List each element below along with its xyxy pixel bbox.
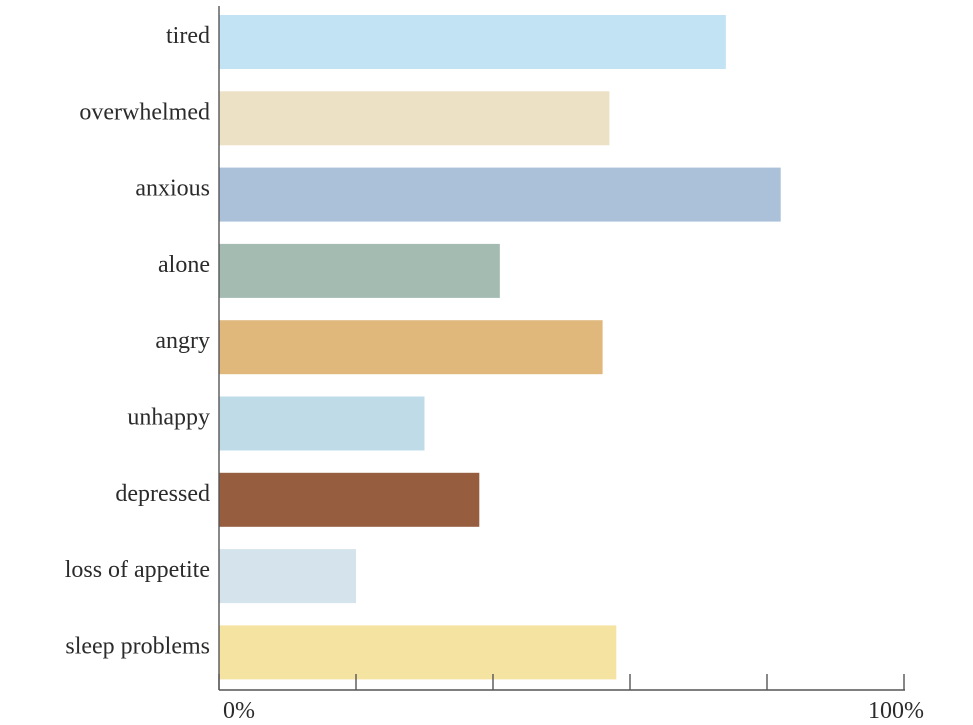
bar-tired (219, 15, 726, 69)
category-label-tired: tired (166, 23, 210, 49)
x-tick-label-0: 0% (223, 698, 255, 724)
x-tick-label-100: 100% (868, 698, 924, 724)
bar-loss-of-appetite (219, 549, 356, 604)
category-label-unhappy: unhappy (127, 405, 210, 431)
bars-group (219, 15, 781, 680)
x-ticks-group: 0% 100% (218, 674, 924, 724)
category-label-alone: alone (158, 252, 210, 278)
category-label-loss-of-appetite: loss of appetite (65, 557, 210, 583)
category-label-anxious: anxious (135, 176, 210, 202)
bar-sleep-problems (219, 625, 617, 680)
bar-angry (219, 320, 603, 375)
bar-alone (219, 243, 500, 298)
category-label-sleep-problems: sleep problems (65, 633, 210, 659)
category-label-angry: angry (155, 328, 210, 354)
bar-unhappy (219, 396, 425, 451)
category-label-overwhelmed: overwhelmed (79, 99, 210, 125)
bar-overwhelmed (219, 91, 610, 146)
bar-depressed (219, 472, 480, 527)
category-label-depressed: depressed (115, 481, 210, 507)
category-labels-group: tired overwhelmed anxious alone angry unhappy… (65, 23, 210, 659)
bar-anxious (219, 167, 781, 222)
